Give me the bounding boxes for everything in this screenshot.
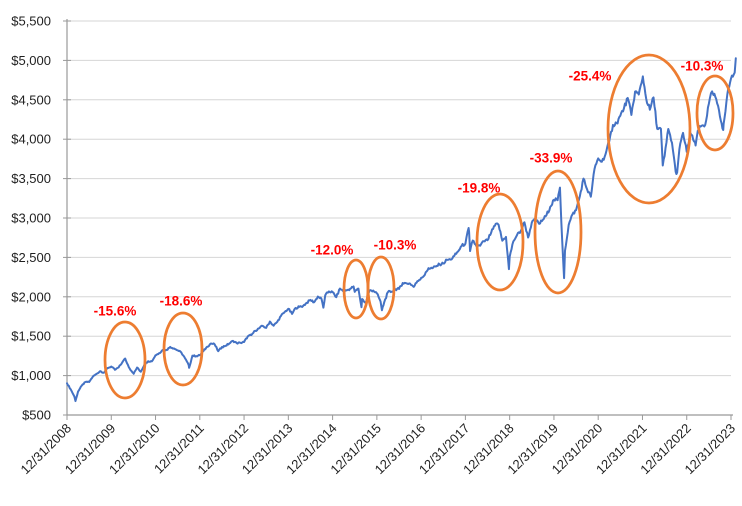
drawdown-ellipse (162, 311, 204, 387)
y-axis-label: $4,500 (11, 92, 51, 107)
y-axis-label: $2,000 (11, 289, 51, 304)
drawdown-ellipse (366, 255, 396, 321)
drawdown-ellipse (475, 192, 525, 292)
drawdown-label: -33.9% (530, 151, 573, 166)
drawdown-label: -12.0% (311, 243, 354, 258)
drawdown-label: -25.4% (569, 69, 612, 84)
y-axis-label: $3,000 (11, 211, 51, 226)
drawdown-ellipse (695, 74, 735, 152)
y-axis-label: $2,500 (11, 250, 51, 265)
y-axis-label: $4,000 (11, 132, 51, 147)
y-axis-label: $5,500 (11, 14, 51, 29)
drawdown-ellipse (606, 53, 692, 205)
drawdown-ellipse (533, 169, 583, 295)
drawdown-ellipse (103, 320, 147, 400)
y-axis-label: $5,000 (11, 53, 51, 68)
drawdown-label: -19.8% (458, 181, 501, 196)
y-axis-label: $3,500 (11, 171, 51, 186)
index-value-line (66, 57, 737, 403)
drawdown-label: -10.3% (681, 59, 724, 74)
drawdown-label: -15.6% (94, 304, 137, 319)
y-axis-label: $1,500 (11, 329, 51, 344)
y-axis-label: $1,000 (11, 368, 51, 383)
drawdown-label: -18.6% (160, 294, 203, 309)
drawdown-label: -10.3% (374, 238, 417, 253)
y-axis-label: $500 (22, 408, 51, 423)
